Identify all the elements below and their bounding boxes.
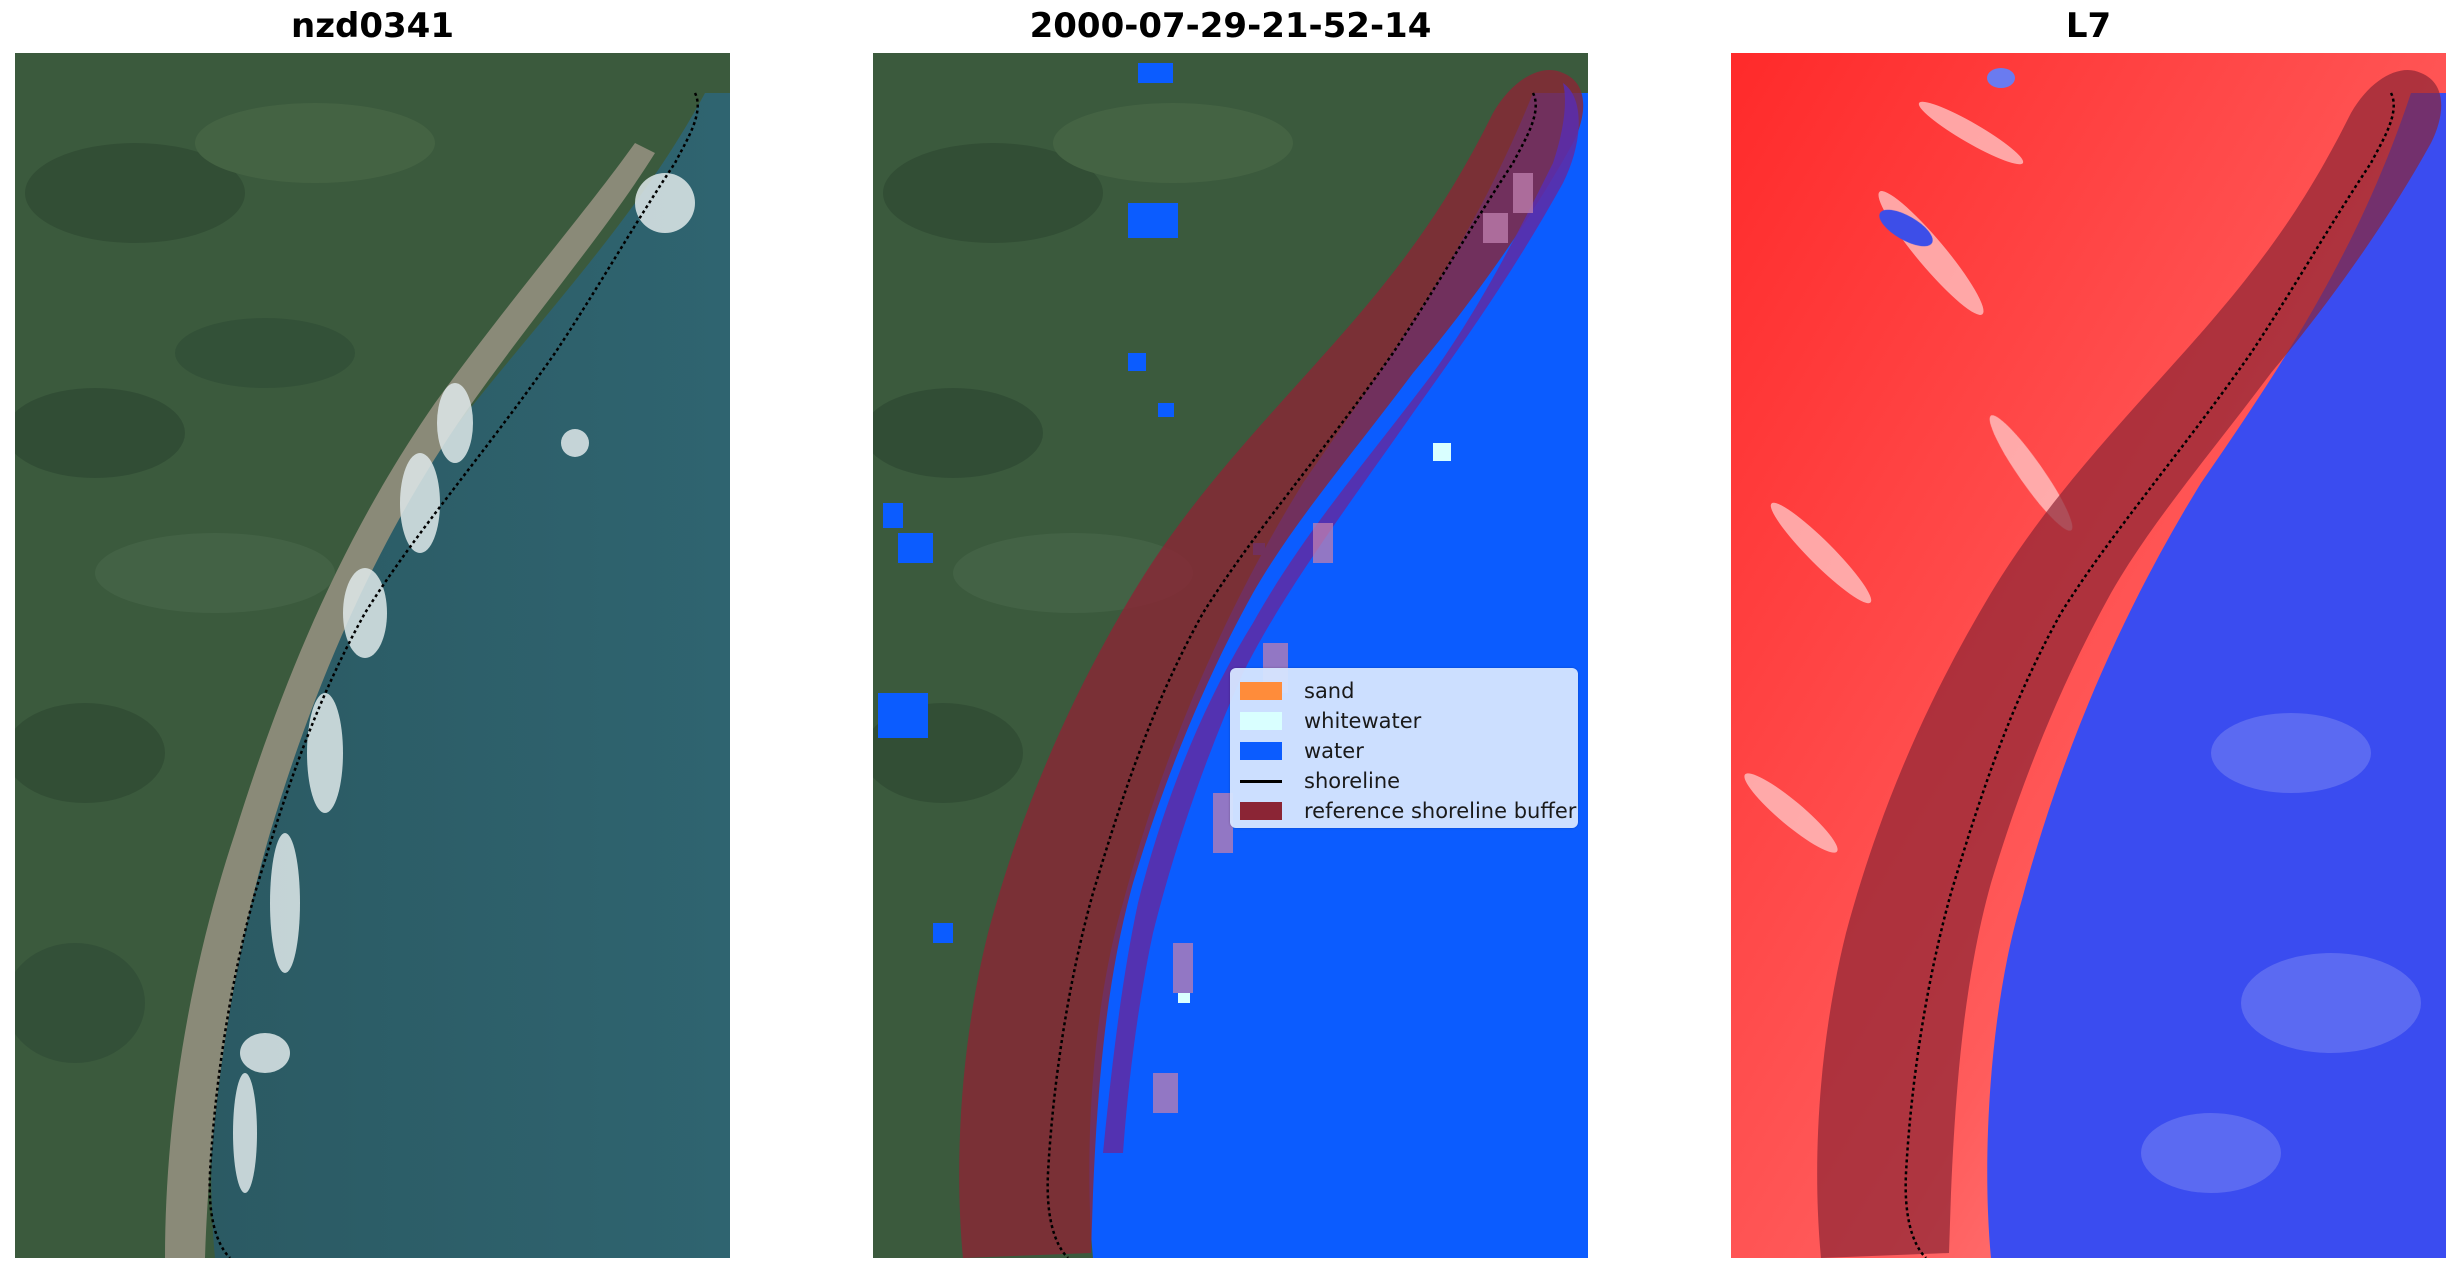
panel-title-index: L7 — [2065, 6, 2112, 46]
legend-swatch-whitewater — [1240, 712, 1282, 730]
index-image — [1731, 53, 2446, 1258]
panel-title-rgb: nzd0341 — [291, 6, 454, 46]
legend-item-sand: sand — [1240, 678, 1354, 704]
legend-swatch-buffer — [1240, 802, 1282, 820]
classified-image — [873, 53, 1588, 1258]
legend: sand whitewater water shoreline referenc… — [1230, 668, 1578, 828]
legend-item-whitewater: whitewater — [1240, 708, 1421, 734]
legend-label: water — [1304, 739, 1364, 763]
legend-swatch-water — [1240, 742, 1282, 760]
legend-label: shoreline — [1304, 769, 1401, 793]
legend-line-shoreline — [1240, 779, 1282, 783]
legend-label: sand — [1304, 679, 1355, 703]
rgb-satellite-image — [15, 53, 730, 1258]
legend-item-water: water — [1240, 738, 1364, 764]
legend-label: whitewater — [1304, 709, 1422, 733]
legend-item-shoreline: shoreline — [1240, 768, 1400, 794]
legend-label: reference shoreline buffer — [1304, 799, 1577, 823]
panel-title-classified: 2000-07-29-21-52-14 — [1029, 6, 1432, 46]
legend-swatch-sand — [1240, 682, 1282, 700]
legend-item-buffer: reference shoreline buffer — [1240, 798, 1576, 824]
